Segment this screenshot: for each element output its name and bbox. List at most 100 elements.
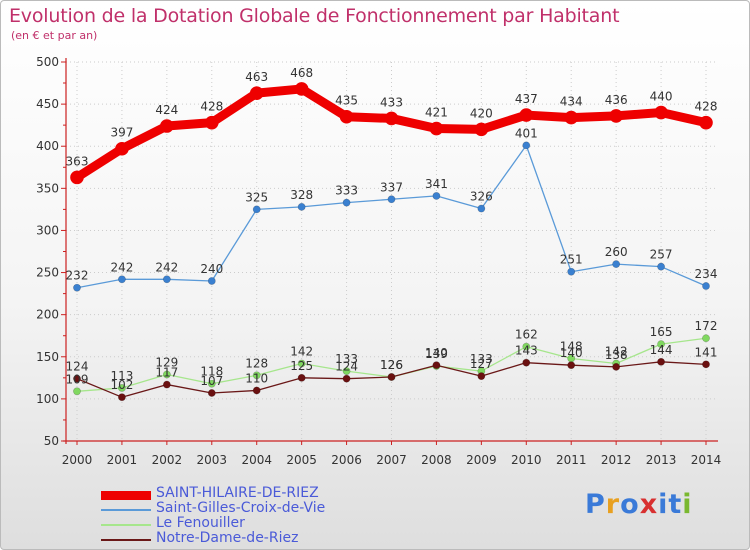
data-label-saint-hilaire-de-riez: 440: [650, 90, 673, 104]
data-point-le-fenouiller: [702, 334, 710, 343]
data-point-saint-gilles-croix-de-vie: [252, 205, 261, 214]
data-label-notre-dame-de-riez: 140: [425, 346, 448, 360]
data-label-saint-gilles-croix-de-vie: 257: [650, 248, 673, 262]
logo-letter: i: [658, 489, 669, 520]
data-label-le-fenouiller: 128: [245, 356, 268, 370]
data-point-saint-hilaire-de-riez: [429, 121, 444, 136]
x-tick-label: 2014: [691, 453, 722, 467]
data-point-le-fenouiller: [342, 367, 351, 375]
data-label-notre-dame-de-riez: 110: [245, 371, 268, 385]
legend-label: Le Fenouiller: [156, 515, 245, 531]
data-label-saint-hilaire-de-riez: 436: [605, 93, 628, 107]
data-point-le-fenouiller: [73, 387, 81, 396]
y-tick-label: 350: [36, 181, 59, 195]
data-point-saint-hilaire-de-riez: [699, 115, 713, 130]
x-tick-label: 2007: [376, 453, 407, 467]
legend-item: SAINT-HILAIRE-DE-RIEZ: [101, 485, 421, 502]
legend-swatch: [101, 490, 151, 500]
y-tick-label: 50: [44, 434, 59, 448]
logo-letter: t: [668, 489, 683, 520]
data-point-notre-dame-de-riez: [477, 372, 486, 381]
y-tick-label: 250: [36, 266, 59, 280]
x-tick-label: 2000: [62, 453, 93, 467]
data-label-le-fenouiller: 162: [515, 328, 538, 342]
data-label-notre-dame-de-riez: 102: [110, 378, 133, 392]
data-point-saint-hilaire-de-riez: [474, 122, 489, 137]
data-point-le-fenouiller: [162, 370, 171, 379]
data-point-le-fenouiller: [522, 342, 531, 351]
logo-letter: x: [639, 489, 659, 520]
data-point-notre-dame-de-riez: [73, 374, 81, 383]
data-label-saint-hilaire-de-riez: 363: [66, 154, 89, 168]
legend: SAINT-HILAIRE-DE-RIEZ Saint-Gilles-Croix-…: [101, 485, 421, 547]
data-label-notre-dame-de-riez: 124: [335, 360, 358, 374]
data-label-saint-gilles-croix-de-vie: 251: [560, 253, 583, 267]
data-label-le-fenouiller: 133: [335, 352, 358, 366]
legend-swatch: [101, 539, 151, 541]
data-point-saint-hilaire-de-riez: [70, 170, 84, 185]
data-label-saint-gilles-croix-de-vie: 401: [515, 126, 538, 140]
data-point-le-fenouiller: [657, 340, 665, 349]
data-label-saint-hilaire-de-riez: 420: [470, 106, 493, 120]
data-point-le-fenouiller: [118, 384, 126, 392]
legend-label: Notre-Dame-de-Riez: [156, 530, 299, 546]
data-point-saint-hilaire-de-riez: [294, 82, 309, 96]
data-label-saint-hilaire-de-riez: 463: [245, 70, 268, 84]
x-tick-label: 2010: [511, 453, 542, 467]
data-point-saint-gilles-croix-de-vie: [657, 262, 665, 271]
data-point-saint-hilaire-de-riez: [339, 109, 354, 124]
data-label-saint-gilles-croix-de-vie: 333: [335, 184, 358, 198]
y-tick-label: 100: [36, 392, 59, 406]
data-point-notre-dame-de-riez: [207, 389, 216, 397]
data-point-saint-hilaire-de-riez: [564, 110, 579, 125]
data-point-notre-dame-de-riez: [297, 373, 306, 382]
data-point-saint-hilaire-de-riez: [115, 141, 129, 156]
y-tick-label: 450: [36, 97, 59, 111]
proxiti-logo: Proxiti: [585, 489, 693, 520]
y-tick-label: 300: [36, 223, 59, 237]
logo-letter: P: [585, 489, 606, 520]
logo-letter: r: [605, 489, 621, 520]
data-label-saint-gilles-croix-de-vie: 242: [110, 260, 133, 274]
legend-item: Le Fenouiller: [101, 515, 421, 532]
data-point-saint-gilles-croix-de-vie: [702, 282, 710, 290]
legend-label: Saint-Gilles-Croix-de-Vie: [156, 500, 326, 516]
data-label-notre-dame-de-riez: 141: [695, 345, 718, 359]
legend-label: SAINT-HILAIRE-DE-RIEZ: [156, 485, 319, 501]
data-point-saint-hilaire-de-riez: [519, 108, 534, 122]
data-point-le-fenouiller: [252, 371, 261, 380]
data-point-notre-dame-de-riez: [252, 386, 261, 395]
x-tick-label: 2013: [646, 453, 677, 467]
data-point-le-fenouiller: [207, 379, 216, 388]
data-label-le-fenouiller: 133: [470, 352, 493, 366]
x-tick-label: 2003: [197, 453, 228, 467]
data-label-notre-dame-de-riez: 126: [380, 358, 403, 372]
data-point-notre-dame-de-riez: [162, 380, 171, 389]
y-tick-label: 200: [36, 308, 59, 322]
data-point-saint-gilles-croix-de-vie: [477, 204, 486, 213]
data-label-saint-gilles-croix-de-vie: 341: [425, 177, 448, 191]
data-point-saint-hilaire-de-riez: [654, 105, 668, 120]
data-label-le-fenouiller: 113: [110, 369, 133, 383]
logo-letter: o: [620, 489, 640, 520]
data-point-saint-gilles-croix-de-vie: [432, 192, 441, 200]
data-label-notre-dame-de-riez: 140: [560, 346, 583, 360]
chart-subtitle: (en € et par an): [11, 29, 98, 42]
data-label-saint-hilaire-de-riez: 428: [200, 100, 223, 114]
data-label-le-fenouiller: 109: [66, 372, 89, 386]
data-point-notre-dame-de-riez: [702, 360, 710, 369]
data-label-le-fenouiller: 118: [200, 365, 223, 379]
data-label-saint-hilaire-de-riez: 468: [290, 66, 313, 80]
data-label-saint-hilaire-de-riez: 437: [515, 92, 538, 106]
data-point-le-fenouiller: [297, 359, 306, 368]
data-point-saint-gilles-croix-de-vie: [612, 260, 621, 269]
data-point-notre-dame-de-riez: [567, 361, 576, 370]
data-label-saint-hilaire-de-riez: 428: [695, 100, 718, 114]
data-point-saint-gilles-croix-de-vie: [567, 267, 576, 276]
data-point-notre-dame-de-riez: [657, 357, 665, 366]
data-point-saint-gilles-croix-de-vie: [162, 275, 171, 284]
data-point-saint-hilaire-de-riez: [160, 119, 174, 133]
data-label-notre-dame-de-riez: 117: [155, 366, 178, 380]
data-label-le-fenouiller: 142: [290, 345, 313, 359]
